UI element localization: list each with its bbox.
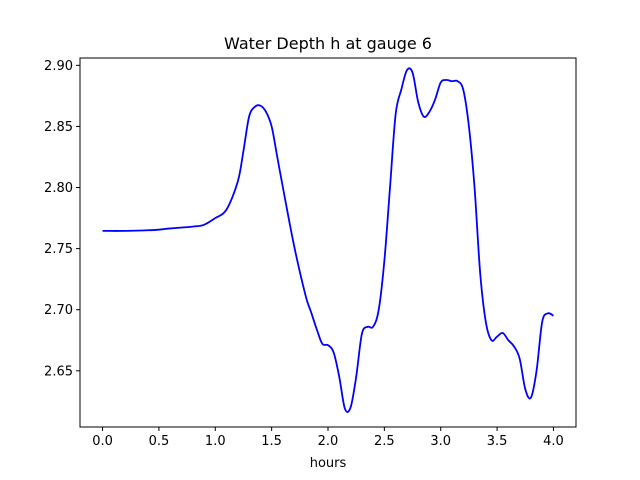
y-tick-label: 2.85 [44,120,73,135]
chart-title: Water Depth h at gauge 6 [224,34,432,53]
y-tick-label: 2.65 [44,364,73,379]
x-axis: 0.0 0.5 1.0 1.5 2.0 2.5 3.0 3.5 4.0 [92,427,564,449]
y-tick-label: 2.90 [44,59,73,74]
x-tick-label: 2.0 [318,434,339,449]
series-line [102,67,554,413]
y-tick-label: 2.70 [44,303,73,318]
y-tick-label: 2.75 [44,242,73,257]
x-tick-label: 4.0 [543,434,564,449]
x-tick-label: 2.5 [374,434,395,449]
x-tick-label: 0.5 [149,434,170,449]
x-tick-label: 1.5 [261,434,282,449]
y-tick-label: 2.80 [44,181,73,196]
x-tick-label: 0.0 [92,434,113,449]
x-axis-label: hours [310,456,347,471]
x-tick-label: 3.0 [430,434,451,449]
plot-frame [79,57,577,428]
x-tick-label: 3.5 [487,434,508,449]
x-tick-label: 1.0 [205,434,226,449]
y-axis: 2.65 2.70 2.75 2.80 2.85 2.90 [44,59,80,379]
